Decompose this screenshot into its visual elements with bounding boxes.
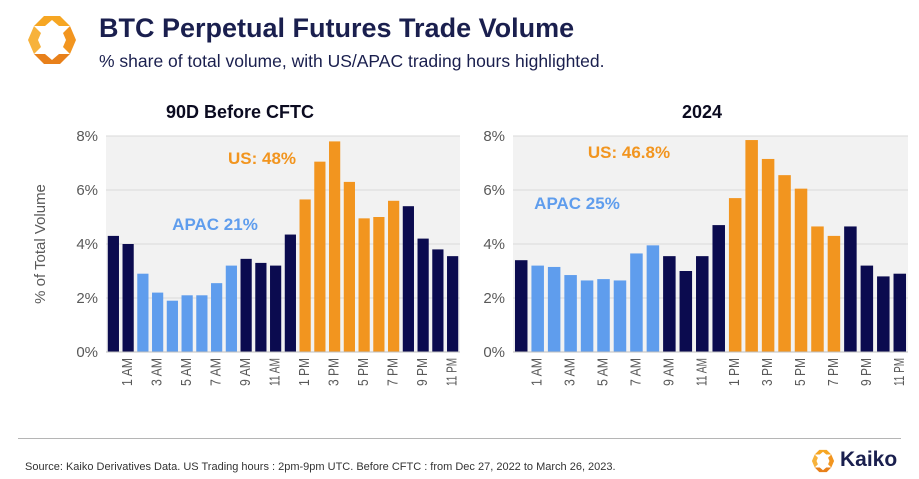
- chart-2024: 0% 2% 4% 6% 8% 1 AM 3 AM 5 AM 7 AM 9 AM 11 AM 1 PM 3…: [483, 102, 908, 386]
- bar: [811, 226, 824, 352]
- bar: [712, 225, 725, 352]
- bar: [447, 256, 459, 352]
- bar: [329, 141, 341, 352]
- annotation-us: US: 48%: [228, 149, 296, 168]
- bar: [270, 265, 282, 352]
- bar: [778, 175, 791, 352]
- bar: [514, 260, 528, 352]
- bar: [432, 249, 444, 352]
- bar: [358, 218, 370, 352]
- bar: [844, 226, 857, 352]
- bar: [745, 140, 758, 352]
- kaiko-logo-icon: [28, 16, 76, 64]
- page-title: BTC Perpetual Futures Trade Volume: [99, 13, 575, 43]
- kaiko-brand: Kaiko: [811, 448, 911, 476]
- bar: [255, 262, 267, 352]
- bar: [597, 279, 610, 352]
- page-subtitle: % share of total volume, with US/APAC tr…: [99, 51, 605, 71]
- bar: [580, 280, 594, 352]
- y-tick-label: 0%: [483, 344, 505, 361]
- y-tick-label: 4%: [76, 236, 98, 253]
- x-tick-label: 3 AM: [563, 358, 579, 386]
- bar: [240, 258, 252, 352]
- bar: [893, 273, 907, 352]
- bar: [402, 206, 414, 352]
- y-tick-label: 4%: [483, 236, 505, 253]
- x-tick-label: 7 PM: [386, 358, 402, 386]
- chart-90d-before-cftc: 0% 2% 4% 6% 8% 1 AM 3 AM 5 AM 7 AM 9 AM 11 AM 1 PM 3…: [32, 102, 461, 386]
- bar: [728, 198, 742, 352]
- chart-title: 90D Before CFTC: [166, 102, 314, 122]
- bar: [646, 245, 660, 352]
- source-note: Source: Kaiko Derivatives Data. US Tradi…: [25, 461, 616, 473]
- x-tick-label: 1 AM: [530, 358, 546, 386]
- x-tick-label: 3 AM: [150, 358, 166, 386]
- bar: [181, 295, 193, 352]
- x-tick-label: 1 PM: [297, 358, 313, 386]
- x-tick-label: 9 AM: [238, 358, 254, 386]
- x-tick-label: 9 PM: [415, 358, 431, 386]
- bar: [284, 234, 296, 352]
- x-tick-label: 5 PM: [793, 358, 809, 386]
- x-tick-label: 1 AM: [120, 358, 136, 386]
- bar: [531, 265, 544, 352]
- y-tick-label: 2%: [483, 290, 505, 307]
- chart-title: 2024: [682, 102, 722, 122]
- bar: [679, 271, 693, 352]
- annotation-apac: APAC 21%: [172, 215, 258, 234]
- bar: [107, 235, 119, 352]
- bar: [137, 273, 149, 352]
- annotation-apac: APAC 25%: [534, 194, 620, 213]
- brand-name: Kaiko: [840, 448, 898, 471]
- bar: [166, 300, 178, 352]
- y-tick-label: 8%: [483, 128, 505, 145]
- x-tick-label: 11 PM: [445, 358, 461, 386]
- bar: [314, 161, 326, 352]
- x-tick-label: 5 PM: [356, 358, 372, 386]
- x-tick-label: 7 AM: [628, 358, 644, 386]
- bar: [373, 217, 385, 352]
- bar: [794, 188, 808, 352]
- x-tick-label: 3 PM: [760, 358, 776, 386]
- bar: [152, 292, 164, 352]
- bar: [564, 275, 577, 352]
- bar: [860, 265, 874, 352]
- y-tick-label: 0%: [76, 344, 98, 361]
- x-tick-label: 9 AM: [661, 358, 677, 386]
- y-axis-title: % of Total Volume: [32, 184, 49, 304]
- x-tick-label: 5 AM: [596, 358, 612, 386]
- bar: [225, 265, 237, 352]
- bar: [122, 244, 134, 352]
- x-tick-label: 9 PM: [859, 358, 875, 386]
- bar: [196, 295, 208, 352]
- bar: [343, 181, 355, 352]
- bar: [299, 199, 311, 352]
- bar: [696, 256, 709, 352]
- bar: [417, 238, 429, 352]
- bar: [761, 158, 775, 352]
- bar: [613, 280, 627, 352]
- x-tick-label: 11 AM: [268, 358, 284, 386]
- y-tick-label: 6%: [76, 182, 98, 199]
- footer-divider: [18, 438, 901, 439]
- x-tick-label: 7 AM: [209, 358, 225, 386]
- x-tick-label: 1 PM: [727, 358, 743, 386]
- bar: [547, 266, 561, 352]
- bar: [211, 283, 223, 352]
- y-tick-label: 6%: [483, 182, 505, 199]
- kaiko-brand-icon: [811, 449, 835, 473]
- x-tick-label: 7 PM: [826, 358, 842, 386]
- bar: [388, 200, 400, 352]
- x-tick-label: 3 PM: [327, 358, 343, 386]
- y-tick-label: 8%: [76, 128, 98, 145]
- annotation-us: US: 46.8%: [588, 143, 670, 162]
- bar: [630, 253, 643, 352]
- x-tick-label: 11 AM: [694, 358, 710, 386]
- bar: [827, 235, 841, 352]
- y-tick-label: 2%: [76, 290, 98, 307]
- x-tick-label: 5 AM: [179, 358, 195, 386]
- bar: [663, 256, 676, 352]
- x-tick-label: 11 PM: [892, 358, 908, 386]
- bar: [877, 276, 890, 352]
